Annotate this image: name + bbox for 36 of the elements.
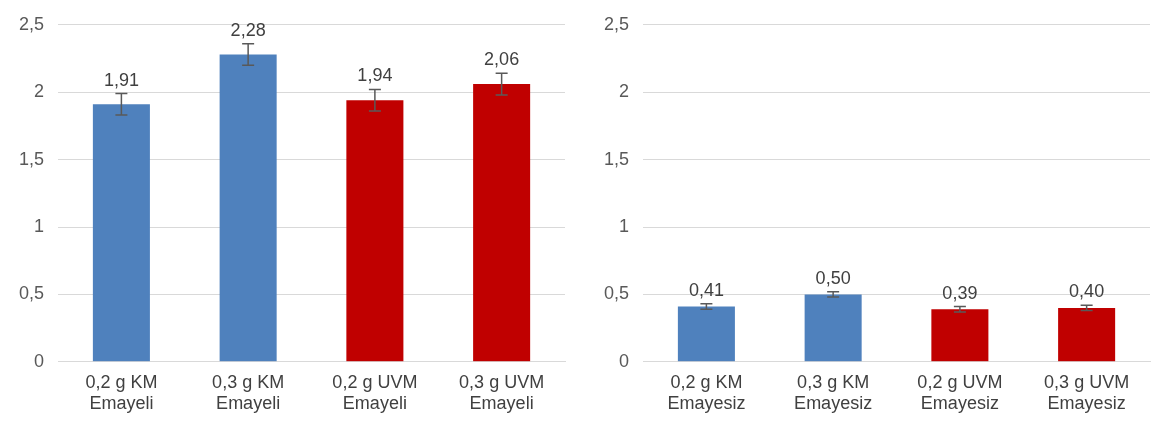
data-label: 1,94 [357,65,393,86]
y-tick-label: 2,5 [18,13,45,34]
y-tick-label: 0 [619,350,630,371]
y-tick-label: 1 [34,215,45,236]
x-tick-label: 0,3 g UVM Emayesiz [1044,371,1130,414]
bar [931,309,989,362]
bar [92,104,150,362]
x-tick-label: 0,2 g UVM Emayeli [332,371,418,414]
bar [346,100,404,362]
bar [804,294,862,362]
data-label: 0,41 [688,279,724,300]
data-label: 0,50 [815,267,851,288]
x-tick-label: 0,2 g UVM Emayesiz [917,371,1003,414]
x-tick-label: 0,3 g UVM Emayeli [459,371,545,414]
y-tick-label: 0 [34,350,45,371]
x-tick-label: 0,2 g KM Emayesiz [667,371,746,414]
data-label: 2,06 [484,49,520,70]
y-tick-label: 2 [619,81,630,102]
x-tick-label: 0,3 g KM Emayeli [212,371,285,414]
bar [677,306,735,362]
y-tick-label: 2 [34,81,45,102]
x-tick-label: 0,3 g KM Emayesiz [794,371,873,414]
bar [1058,307,1116,362]
data-label: 1,91 [103,69,139,90]
x-tick-label: 0,2 g KM Emayeli [85,371,158,414]
y-tick-label: 0,5 [18,283,45,304]
data-label: 2,28 [230,19,266,40]
y-tick-label: 2,5 [603,13,630,34]
y-tick-label: 1 [619,215,630,236]
y-tick-label: 0,5 [603,283,630,304]
data-label: 0,39 [942,282,978,303]
bar [473,84,531,362]
y-tick-label: 1,5 [18,148,45,169]
bar [219,54,277,362]
y-tick-label: 1,5 [603,148,630,169]
data-label: 0,40 [1069,281,1105,302]
